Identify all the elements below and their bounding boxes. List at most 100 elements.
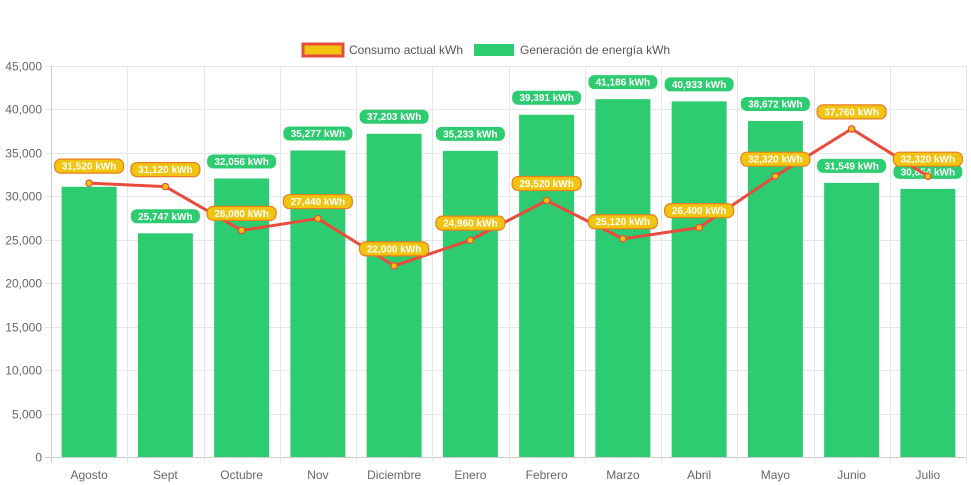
bar-value-label: 35,277 kWh — [283, 126, 353, 141]
bar-value-label: 40,933 kWh — [664, 77, 734, 92]
svg-text:37,760 kWh: 37,760 kWh — [824, 107, 878, 118]
y-tick-label: 30,000 — [5, 190, 42, 204]
y-tick-label: 45,000 — [5, 60, 42, 74]
bar-value-label: 37,203 kWh — [359, 109, 429, 124]
bar[interactable] — [442, 150, 498, 457]
x-axis: Agosto Sept Octubre Nov Diciembre Enero Febrer… — [70, 468, 940, 482]
svg-text:25,120 kWh: 25,120 kWh — [596, 217, 650, 228]
y-tick-label: 25,000 — [5, 234, 42, 248]
bar[interactable] — [214, 178, 270, 457]
bar[interactable] — [137, 233, 193, 457]
bar-series — [61, 99, 956, 458]
y-tick-label: 5,000 — [12, 408, 42, 422]
bar-value-label: 35,233 kWh — [435, 126, 505, 141]
line-value-label: 24,960 kWh — [435, 215, 506, 231]
line-point[interactable] — [847, 125, 856, 133]
svg-text:31,120 kWh: 31,120 kWh — [138, 165, 192, 176]
line-point[interactable] — [85, 179, 93, 187]
line-value-label: 25,120 kWh — [587, 214, 658, 230]
y-tick-label: 20,000 — [5, 277, 42, 291]
svg-text:32,320 kWh: 32,320 kWh — [748, 155, 802, 166]
chart-grid — [45, 66, 967, 463]
line-point[interactable] — [390, 262, 398, 270]
line-point[interactable] — [161, 182, 170, 191]
svg-text:40,933 kWh: 40,933 kWh — [672, 80, 726, 91]
line-point[interactable] — [466, 236, 475, 244]
svg-text:27,440 kWh: 27,440 kWh — [291, 197, 345, 208]
y-tick-label: 40,000 — [5, 103, 42, 117]
svg-text:26,400 kWh: 26,400 kWh — [672, 206, 726, 217]
y-tick-label: 15,000 — [5, 321, 42, 335]
svg-text:37,203 kWh: 37,203 kWh — [367, 112, 421, 123]
svg-text:41,186 kWh: 41,186 kWh — [596, 78, 650, 89]
svg-text:32,320 kWh: 32,320 kWh — [901, 155, 955, 166]
x-tick-label: Diciembre — [367, 468, 421, 482]
line-value-label: 37,760 kWh — [816, 104, 887, 120]
line-point[interactable] — [314, 214, 322, 223]
line-series — [85, 125, 932, 270]
bar[interactable] — [595, 99, 651, 458]
line-value-label: 32,320 kWh — [740, 151, 811, 167]
bar[interactable] — [824, 182, 880, 457]
line-value-label: 32,320 kWh — [892, 151, 963, 167]
y-tick-label: 35,000 — [5, 147, 42, 161]
line-point[interactable] — [695, 223, 703, 232]
bar[interactable] — [519, 114, 575, 458]
x-tick-label: Junio — [837, 468, 866, 482]
legend-label-consumo: Consumo actual kWh — [349, 43, 463, 57]
bar-value-label: 39,391 kWh — [512, 90, 582, 105]
line-point[interactable] — [771, 172, 780, 180]
bar-value-label: 41,186 kWh — [588, 75, 658, 90]
x-tick-label: Agosto — [70, 468, 108, 482]
legend-item-consumo[interactable]: Consumo actual kWh — [301, 42, 463, 58]
x-tick-label: Julio — [916, 468, 941, 482]
svg-text:22,000 kWh: 22,000 kWh — [367, 244, 421, 255]
line-value-label: 31,120 kWh — [130, 162, 201, 178]
x-tick-label: Marzo — [606, 468, 640, 482]
line-point[interactable] — [237, 226, 246, 235]
line-path — [89, 127, 929, 268]
line-value-label: 31,520 kWh — [54, 158, 125, 174]
line-point[interactable] — [619, 234, 627, 243]
legend-swatch-consumo — [301, 42, 345, 58]
svg-text:29,520 kWh: 29,520 kWh — [519, 179, 573, 190]
bar[interactable] — [671, 101, 727, 457]
bar[interactable] — [61, 186, 117, 457]
line-data-labels: 31,520 kWh 31,120 kWh 26,080 kWh 27,440 kWh… — [54, 104, 963, 257]
bar-data-labels: 25,747 kWh 32,056 kWh 35,277 kWh 37,203 kWh… — [130, 75, 963, 224]
y-axis: 0 5,000 10,000 15,000 20,000 25,000 30,000 35,0… — [5, 60, 42, 465]
line-point[interactable] — [542, 196, 551, 205]
bar[interactable] — [366, 133, 422, 458]
line-value-label: 26,080 kWh — [206, 205, 277, 221]
line-value-label: 29,520 kWh — [511, 175, 582, 192]
svg-text:31,549 kWh: 31,549 kWh — [824, 161, 878, 172]
legend-swatch-generacion — [474, 44, 514, 56]
line-point[interactable] — [924, 172, 932, 180]
x-tick-label: Sept — [153, 468, 178, 482]
y-tick-label: 0 — [35, 451, 42, 465]
svg-text:32,056 kWh: 32,056 kWh — [214, 157, 268, 168]
x-tick-label: Abril — [687, 468, 711, 482]
bar[interactable] — [900, 188, 956, 457]
bar-value-label: 32,056 kWh — [207, 154, 277, 169]
legend-label-generacion: Generación de energía kWh — [520, 43, 670, 57]
line-value-label: 26,400 kWh — [664, 203, 735, 219]
bar-value-label: 25,747 kWh — [130, 209, 200, 224]
svg-text:31,520 kWh: 31,520 kWh — [62, 162, 116, 173]
svg-text:39,391 kWh: 39,391 kWh — [519, 93, 573, 104]
svg-text:26,080 kWh: 26,080 kWh — [214, 209, 268, 220]
svg-text:35,277 kWh: 35,277 kWh — [291, 129, 345, 140]
chart-legend: Consumo actual kWh Generación de energía … — [301, 42, 670, 58]
bar-value-label: 38,672 kWh — [740, 96, 810, 111]
x-tick-label: Febrero — [526, 468, 568, 482]
legend-item-generacion[interactable]: Generación de energía kWh — [474, 43, 670, 57]
x-tick-label: Enero — [454, 468, 486, 482]
line-value-label: 27,440 kWh — [282, 193, 353, 210]
x-tick-label: Mayo — [761, 468, 791, 482]
x-tick-label: Octubre — [220, 468, 263, 482]
bar[interactable] — [747, 120, 803, 458]
line-value-label: 22,000 kWh — [359, 241, 430, 257]
x-tick-label: Nov — [307, 468, 328, 482]
svg-text:24,960 kWh: 24,960 kWh — [443, 219, 497, 230]
